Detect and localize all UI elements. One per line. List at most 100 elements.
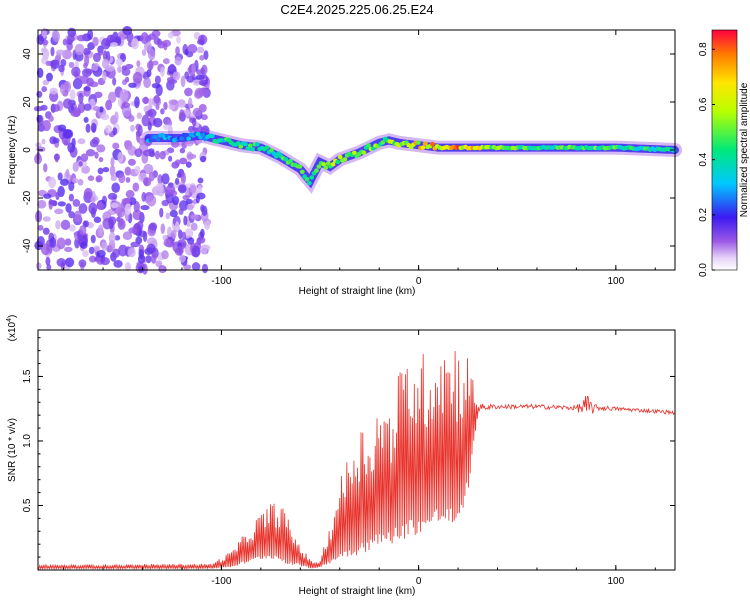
spectrogram-noise-cell (124, 262, 132, 272)
spectrogram-noise-cell (157, 174, 163, 185)
spectrogram-noise-cell (145, 110, 154, 117)
spectrogram-noise-cell (66, 34, 75, 43)
spectrogram-noise-cell (127, 145, 137, 156)
spectrogram-noise-cell (101, 241, 108, 251)
spectrogram-noise-cell (190, 222, 198, 231)
spectrogram-ridge-point (200, 132, 206, 137)
spectrogram-noise-cell (60, 178, 69, 186)
spectrogram-noise-cell (160, 223, 166, 234)
spectrogram-y-tick-label: 40 (22, 48, 33, 60)
spectrogram-noise-cell (37, 199, 47, 209)
spectrogram-noise-cell (92, 245, 101, 252)
spectrogram-noise-cell (45, 60, 50, 67)
spectrogram-ridge-point (309, 175, 315, 180)
spectrogram-noise-cell (184, 228, 194, 239)
spectrogram-x-label: Height of straight line (km) (299, 286, 416, 297)
spectrogram-noise-cell (198, 79, 208, 86)
spectrogram-ridge-point (366, 143, 371, 148)
spectrogram-noise-cell (56, 258, 67, 267)
spectrogram-noise-cell (112, 248, 121, 258)
spectrogram-noise-cell (62, 98, 73, 109)
spectrogram-noise-cell (172, 71, 181, 81)
spectrogram-ridge-point (288, 158, 293, 164)
spectrogram-noise-cell (184, 71, 190, 80)
spectrogram-noise-cell (122, 231, 133, 241)
spectrogram-ridge-point (179, 136, 184, 141)
spectrogram-noise-cell (97, 224, 104, 237)
spectrogram-noise-cell (69, 89, 76, 101)
spectrogram-ridge-point (247, 143, 253, 148)
spectrogram-noise-cell (160, 66, 165, 77)
spectrogram-noise-cell (124, 76, 130, 83)
spectrogram-noise-cell (200, 244, 208, 255)
spectrogram-noise-cell (56, 237, 66, 250)
spectrogram-ridge-point (335, 159, 341, 165)
spectrogram-noise-cell (176, 172, 182, 179)
spectrogram-noise-cell (134, 148, 143, 158)
spectrogram-x-tick-label: 0 (416, 276, 422, 287)
spectrogram-noise-cell (125, 189, 135, 199)
spectrogram-noise-cell (153, 117, 163, 128)
snr-y-tick-label: 1.5 (22, 369, 33, 383)
spectrogram-noise-cell (99, 106, 104, 113)
spectrogram-noise-cell (43, 193, 52, 199)
spectrogram-noise-cell (161, 250, 169, 260)
spectrogram-noise-cell (54, 153, 59, 163)
spectrogram-noise-cell (41, 138, 46, 145)
spectrogram-noise-cell (130, 124, 135, 132)
spectrogram-noise-cell (201, 263, 209, 274)
spectrogram-ridge-point (238, 144, 244, 149)
spectrogram-noise-cell (54, 208, 64, 215)
spectrogram-noise-cell (197, 88, 208, 96)
spectrogram-noise-cell (147, 48, 156, 61)
spectrogram-noise-cell (102, 50, 108, 61)
spectrogram-ridge-point (186, 136, 192, 141)
spectrogram-noise-cell (127, 158, 136, 166)
spectrogram-noise-cell (146, 243, 156, 254)
spectrogram-panel: -100 0 100 -40 -20 0 20 40 Height of straight l… (7, 25, 682, 297)
colorbar-tick-label: 0.8 (698, 42, 709, 56)
spectrogram-noise-cell (72, 177, 79, 184)
spectrogram-noise-cell (114, 36, 122, 44)
spectrogram-noise-cell (178, 208, 184, 215)
spectrogram-noise-cell (184, 87, 193, 97)
spectrogram-noise-cell (62, 38, 68, 46)
spectrogram-noise-cell (134, 165, 141, 175)
spectrogram-noise-cell (68, 61, 75, 69)
spectrogram-noise-cell (36, 90, 43, 98)
spectrogram-ridge-point (264, 145, 270, 150)
spectrogram-noise-cell (161, 173, 170, 185)
spectrogram-noise-cell (112, 77, 117, 86)
spectrogram-noise-cell (174, 159, 181, 167)
spectrogram-noise-cell (129, 197, 137, 205)
spectrogram-noise-cell (143, 163, 154, 175)
spectrogram-noise-cell (172, 195, 180, 206)
spectrogram-noise-cell (80, 153, 89, 162)
spectrogram-noise-cell (142, 263, 148, 275)
spectrogram-noise-cell (140, 32, 149, 44)
spectrogram-ridge-point (330, 162, 336, 167)
spectrogram-noise-cell (124, 203, 132, 216)
colorbar-ticks: 0.0 0.2 0.4 0.6 0.8 (698, 42, 715, 277)
spectrogram-noise-cell (174, 221, 180, 232)
spectrogram-noise-cell (108, 232, 116, 244)
snr-y-multiplier-exponent: 4 (6, 318, 13, 322)
snr-series-line (37, 350, 675, 571)
spectrogram-noise-cell (121, 102, 131, 108)
spectrogram-ridge-point (380, 140, 386, 145)
spectrogram-noise-cell (92, 52, 101, 63)
spectrogram-noise-cell (43, 163, 48, 173)
spectrogram-noise-cell (117, 152, 124, 163)
spectrogram-noise-cell (88, 202, 98, 215)
spectrogram-noise-cell (204, 220, 211, 230)
spectrogram-noise-cell (88, 246, 95, 255)
spectrogram-y-tick-label: -40 (22, 238, 33, 253)
spectrogram-noise-cell (37, 114, 44, 126)
spectrogram-noise-cell (200, 228, 205, 238)
spectrogram-noise-cell (121, 197, 132, 204)
spectrogram-noise-cell (192, 107, 202, 117)
spectrogram-noise-cell (49, 87, 58, 95)
spectrogram-noise-cell (109, 165, 116, 177)
spectrogram-noise-cell (69, 224, 76, 232)
spectrogram-noise-cell (149, 222, 158, 231)
